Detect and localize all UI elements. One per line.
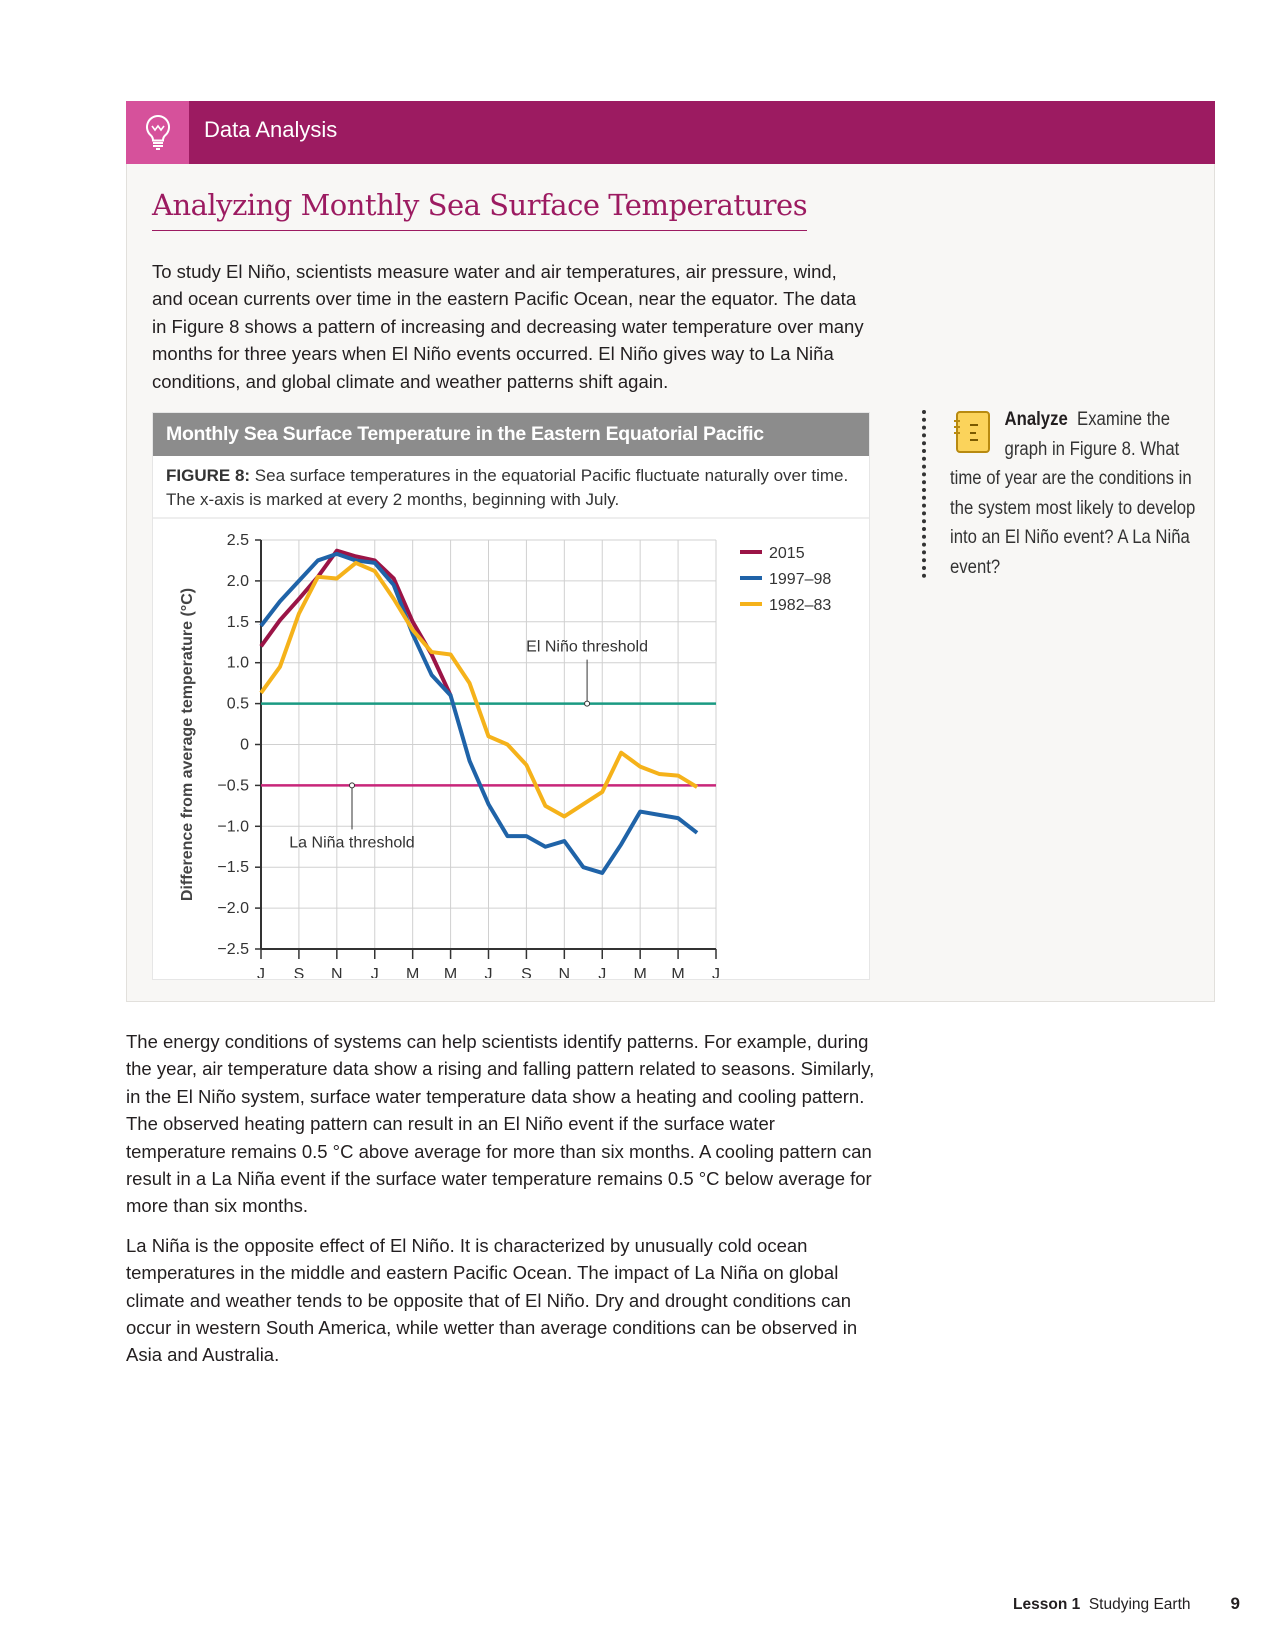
lesson-label: Lesson 1	[1013, 1596, 1081, 1613]
caption-label: FIGURE 8:	[166, 466, 251, 485]
page-number: 9	[1230, 1594, 1240, 1613]
x-tick-label: M	[634, 966, 647, 978]
x-tick-label: S	[521, 966, 532, 978]
figure-header: Monthly Sea Surface Temperature in the E…	[153, 413, 869, 456]
figure-caption: FIGURE 8: Sea surface temperatures in th…	[153, 456, 869, 519]
analyze-question: Examine the graph in Figure 8. What time…	[950, 409, 1196, 578]
x-tick-label: M	[444, 966, 457, 978]
body-paragraph: La Niña is the opposite effect of El Niñ…	[126, 1234, 858, 1366]
series-line-198283	[259, 560, 699, 819]
el-nino-callout-dot	[584, 700, 591, 707]
caption-text: Sea surface temperatures in the equatori…	[166, 466, 849, 509]
y-tick-label: 2.0	[227, 573, 249, 590]
page-footer: Lesson 1 Studying Earth 9	[1013, 1594, 1240, 1614]
y-axis-label: Difference from average temperature (°C)	[179, 588, 196, 901]
y-tick-label: −2.5	[217, 941, 249, 958]
x-tick-label: J	[257, 966, 265, 978]
y-tick-label: −2.0	[217, 900, 249, 917]
x-tick-label: N	[559, 966, 571, 978]
banner-label: Data Analysis	[204, 117, 338, 142]
figure-panel: Monthly Sea Surface Temperature in the E…	[152, 412, 870, 980]
intro-paragraph: To study El Niño, scientists measure wat…	[152, 261, 864, 392]
legend-label: 1997–98	[769, 571, 831, 588]
analyze-label: Analyze	[1004, 409, 1068, 430]
legend-label: 1982–83	[769, 597, 831, 614]
la-nina-threshold-label: La Niña threshold	[289, 834, 414, 851]
lesson-title: Studying Earth	[1088, 1596, 1191, 1613]
y-tick-label: 1.0	[227, 655, 249, 672]
y-tick-label: −1.5	[217, 859, 249, 876]
sea-surface-temperature-chart: 2.5 2.0 1.5 1.0 0.5 0 −0.5 −1.0 −1.5 −2.0 −2.5 J S N J…	[179, 532, 831, 978]
x-tick-label: J	[598, 966, 606, 978]
section-title: Analyzing Monthly Sea Surface Temperatur…	[152, 188, 808, 231]
x-tick-label: J	[712, 966, 720, 978]
legend-label: 2015	[769, 545, 805, 562]
notebook-icon	[950, 409, 992, 460]
y-tick-label: 0	[240, 737, 249, 754]
y-tick-label: 0.5	[227, 696, 249, 713]
series-line-2015	[259, 548, 453, 697]
la-nina-callout-dot	[349, 782, 355, 789]
body-text: The energy conditions of systems can hel…	[126, 1028, 876, 1381]
x-tick-label: J	[371, 966, 379, 978]
dotted-divider	[922, 410, 926, 578]
data-analysis-banner: Data Analysis	[126, 101, 1215, 164]
series-line-199798	[259, 551, 699, 875]
x-tick-label: S	[294, 966, 305, 978]
x-tick-label: J	[485, 966, 493, 978]
x-tick-label: N	[331, 966, 343, 978]
y-tick-label: −1.0	[217, 818, 249, 835]
y-tick-label: 1.5	[227, 614, 249, 631]
body-paragraph: The energy conditions of systems can hel…	[126, 1031, 875, 1217]
y-tick-label: −0.5	[217, 777, 249, 794]
lightbulb-icon	[126, 101, 189, 164]
x-tick-label: M	[671, 966, 684, 978]
el-nino-threshold-label: El Niño threshold	[526, 639, 648, 656]
x-tick-label: M	[406, 966, 419, 978]
y-tick-label: 2.5	[227, 532, 249, 549]
